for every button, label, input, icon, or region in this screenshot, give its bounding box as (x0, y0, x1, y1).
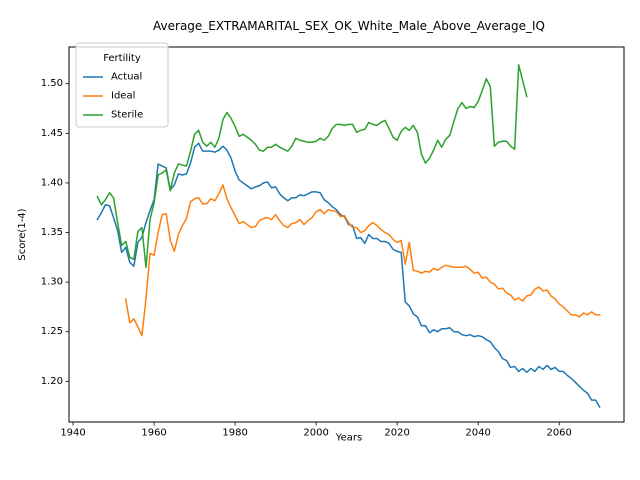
legend-label-sterile: Sterile (111, 110, 143, 121)
legend-label-ideal: Ideal (111, 91, 135, 102)
series-line-actual (96, 142, 601, 409)
x-tick-label: 1980 (222, 427, 247, 438)
x-tick-label: 1940 (60, 427, 85, 438)
legend-label-actual: Actual (111, 72, 142, 83)
y-tick-label: 1.20 (41, 376, 63, 387)
x-tick-label: 2060 (546, 427, 571, 438)
x-tick-label: 2000 (303, 427, 328, 438)
y-tick-label: 1.50 (41, 78, 63, 89)
y-tick-label: 1.35 (41, 227, 63, 238)
x-tick-label: 2020 (384, 427, 409, 438)
y-tick-label: 1.40 (41, 177, 63, 188)
x-axis: 1940 1960 1980 2000 2020 2040 2060 (60, 422, 572, 438)
legend-box (75, 42, 169, 128)
plot-frame (68, 46, 625, 423)
x-tick-label: 1960 (141, 427, 166, 438)
y-tick-label: 1.25 (41, 326, 63, 337)
chart-title: Average_EXTRAMARITAL_SEX_OK_White_Male_A… (153, 19, 545, 33)
y-tick-label: 1.30 (41, 277, 63, 288)
legend: Fertility Actual Ideal Sterile (75, 42, 169, 128)
y-axis: 1.20 1.25 1.30 1.35 1.40 1.45 1.50 (41, 78, 69, 387)
y-tick-label: 1.45 (41, 128, 63, 139)
y-axis-label: Score(1-4) (17, 208, 28, 260)
series-line-sterile (96, 64, 528, 268)
x-tick-label: 2040 (465, 427, 490, 438)
series-lines (96, 64, 601, 409)
series-line-ideal (124, 184, 601, 337)
legend-title: Fertility (103, 53, 141, 64)
x-axis-label: Years (335, 432, 362, 443)
